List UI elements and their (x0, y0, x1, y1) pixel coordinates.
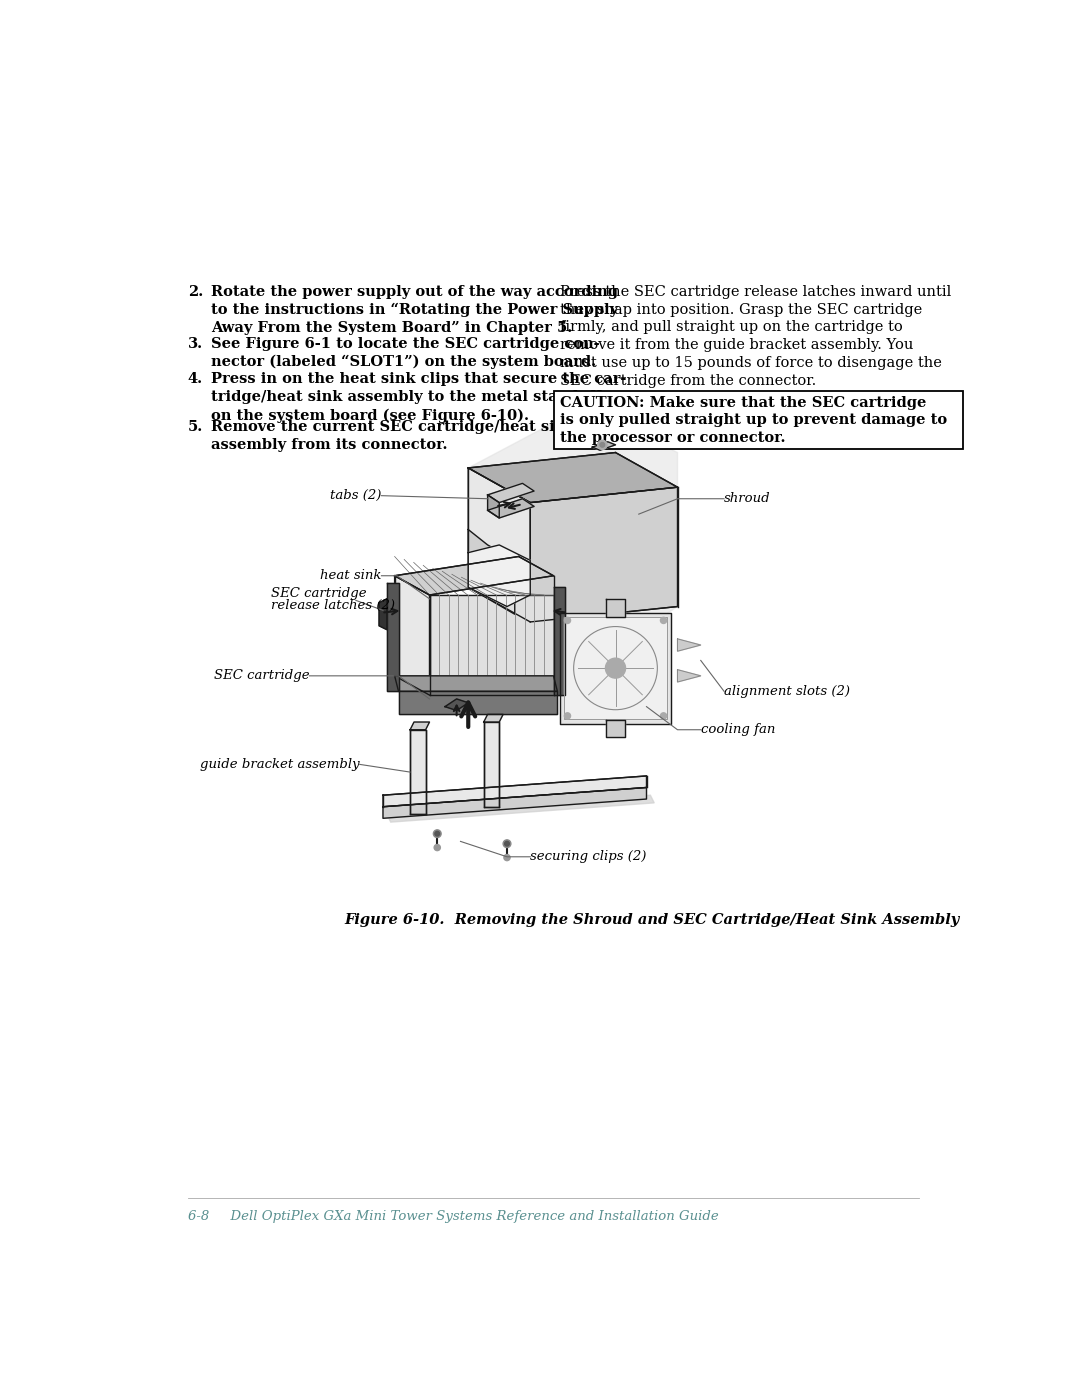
Polygon shape (445, 698, 469, 711)
Circle shape (661, 617, 666, 623)
Text: SEC cartridge: SEC cartridge (214, 669, 309, 682)
Polygon shape (383, 788, 647, 819)
Polygon shape (394, 676, 557, 692)
Polygon shape (565, 617, 666, 719)
Polygon shape (554, 587, 565, 696)
Polygon shape (488, 495, 499, 518)
Text: heat sink: heat sink (320, 569, 381, 583)
Polygon shape (530, 488, 677, 622)
Text: CAUTION: Make sure that the SEC cartridge
is only pulled straight up to prevent : CAUTION: Make sure that the SEC cartridg… (559, 395, 947, 446)
Circle shape (597, 440, 607, 450)
Text: SEC cartridge: SEC cartridge (271, 587, 366, 601)
Polygon shape (399, 692, 557, 714)
Polygon shape (592, 441, 616, 450)
Text: Press in on the heat sink clips that secure the car-
tridge/heat sink assembly t: Press in on the heat sink clips that sec… (211, 373, 626, 423)
Text: 3.: 3. (188, 337, 203, 351)
Polygon shape (606, 599, 625, 616)
Circle shape (434, 844, 441, 851)
Circle shape (606, 658, 625, 678)
Polygon shape (383, 775, 647, 806)
Polygon shape (488, 499, 535, 518)
Text: Press the SEC cartridge release latches inward until
they snap into position. Gr: Press the SEC cartridge release latches … (559, 285, 951, 388)
Text: Remove the current SEC cartridge/heat sink
assembly from its connector.: Remove the current SEC cartridge/heat si… (211, 420, 576, 453)
Polygon shape (469, 529, 515, 615)
Polygon shape (387, 584, 399, 692)
Polygon shape (410, 722, 430, 729)
Polygon shape (394, 576, 430, 696)
Circle shape (503, 840, 511, 848)
Polygon shape (379, 599, 387, 630)
Text: release latches (2): release latches (2) (271, 599, 394, 612)
Polygon shape (677, 638, 701, 651)
Text: 2.: 2. (188, 285, 203, 299)
Circle shape (600, 443, 605, 447)
Polygon shape (559, 613, 672, 724)
Polygon shape (410, 729, 426, 814)
Polygon shape (469, 545, 530, 606)
Polygon shape (469, 453, 677, 503)
Polygon shape (394, 556, 554, 595)
Text: cooling fan: cooling fan (701, 724, 775, 736)
Text: Rotate the power supply out of the way according
to the instructions in “Rotatin: Rotate the power supply out of the way a… (211, 285, 618, 335)
Text: tabs (2): tabs (2) (330, 489, 381, 502)
Circle shape (504, 841, 510, 847)
Circle shape (661, 712, 666, 719)
Polygon shape (469, 407, 677, 637)
Polygon shape (484, 722, 499, 806)
Polygon shape (484, 714, 503, 722)
Text: 4.: 4. (188, 373, 203, 387)
Polygon shape (430, 595, 554, 696)
Circle shape (565, 617, 570, 623)
Text: 6-8     Dell OptiPlex GXa Mini Tower Systems Reference and Installation Guide: 6-8 Dell OptiPlex GXa Mini Tower Systems… (188, 1210, 718, 1224)
Polygon shape (387, 795, 654, 823)
Polygon shape (469, 468, 530, 622)
Polygon shape (488, 483, 535, 503)
Circle shape (565, 712, 570, 719)
FancyBboxPatch shape (554, 391, 962, 450)
Text: See Figure 6-1 to locate the SEC cartridge con-
nector (labeled “SLOT1”) on the : See Figure 6-1 to locate the SEC cartrid… (211, 337, 599, 369)
Polygon shape (606, 719, 625, 738)
Text: securing clips (2): securing clips (2) (530, 851, 647, 863)
Text: alignment slots (2): alignment slots (2) (724, 685, 850, 697)
Text: Figure 6-10.  Removing the Shroud and SEC Cartridge/Heat Sink Assembly: Figure 6-10. Removing the Shroud and SEC… (345, 914, 959, 928)
Circle shape (433, 830, 441, 838)
Circle shape (504, 855, 510, 861)
Text: shroud: shroud (724, 492, 771, 506)
Circle shape (435, 831, 440, 835)
Text: guide bracket assembly: guide bracket assembly (200, 759, 360, 771)
Polygon shape (677, 669, 701, 682)
Text: 5.: 5. (188, 420, 203, 434)
